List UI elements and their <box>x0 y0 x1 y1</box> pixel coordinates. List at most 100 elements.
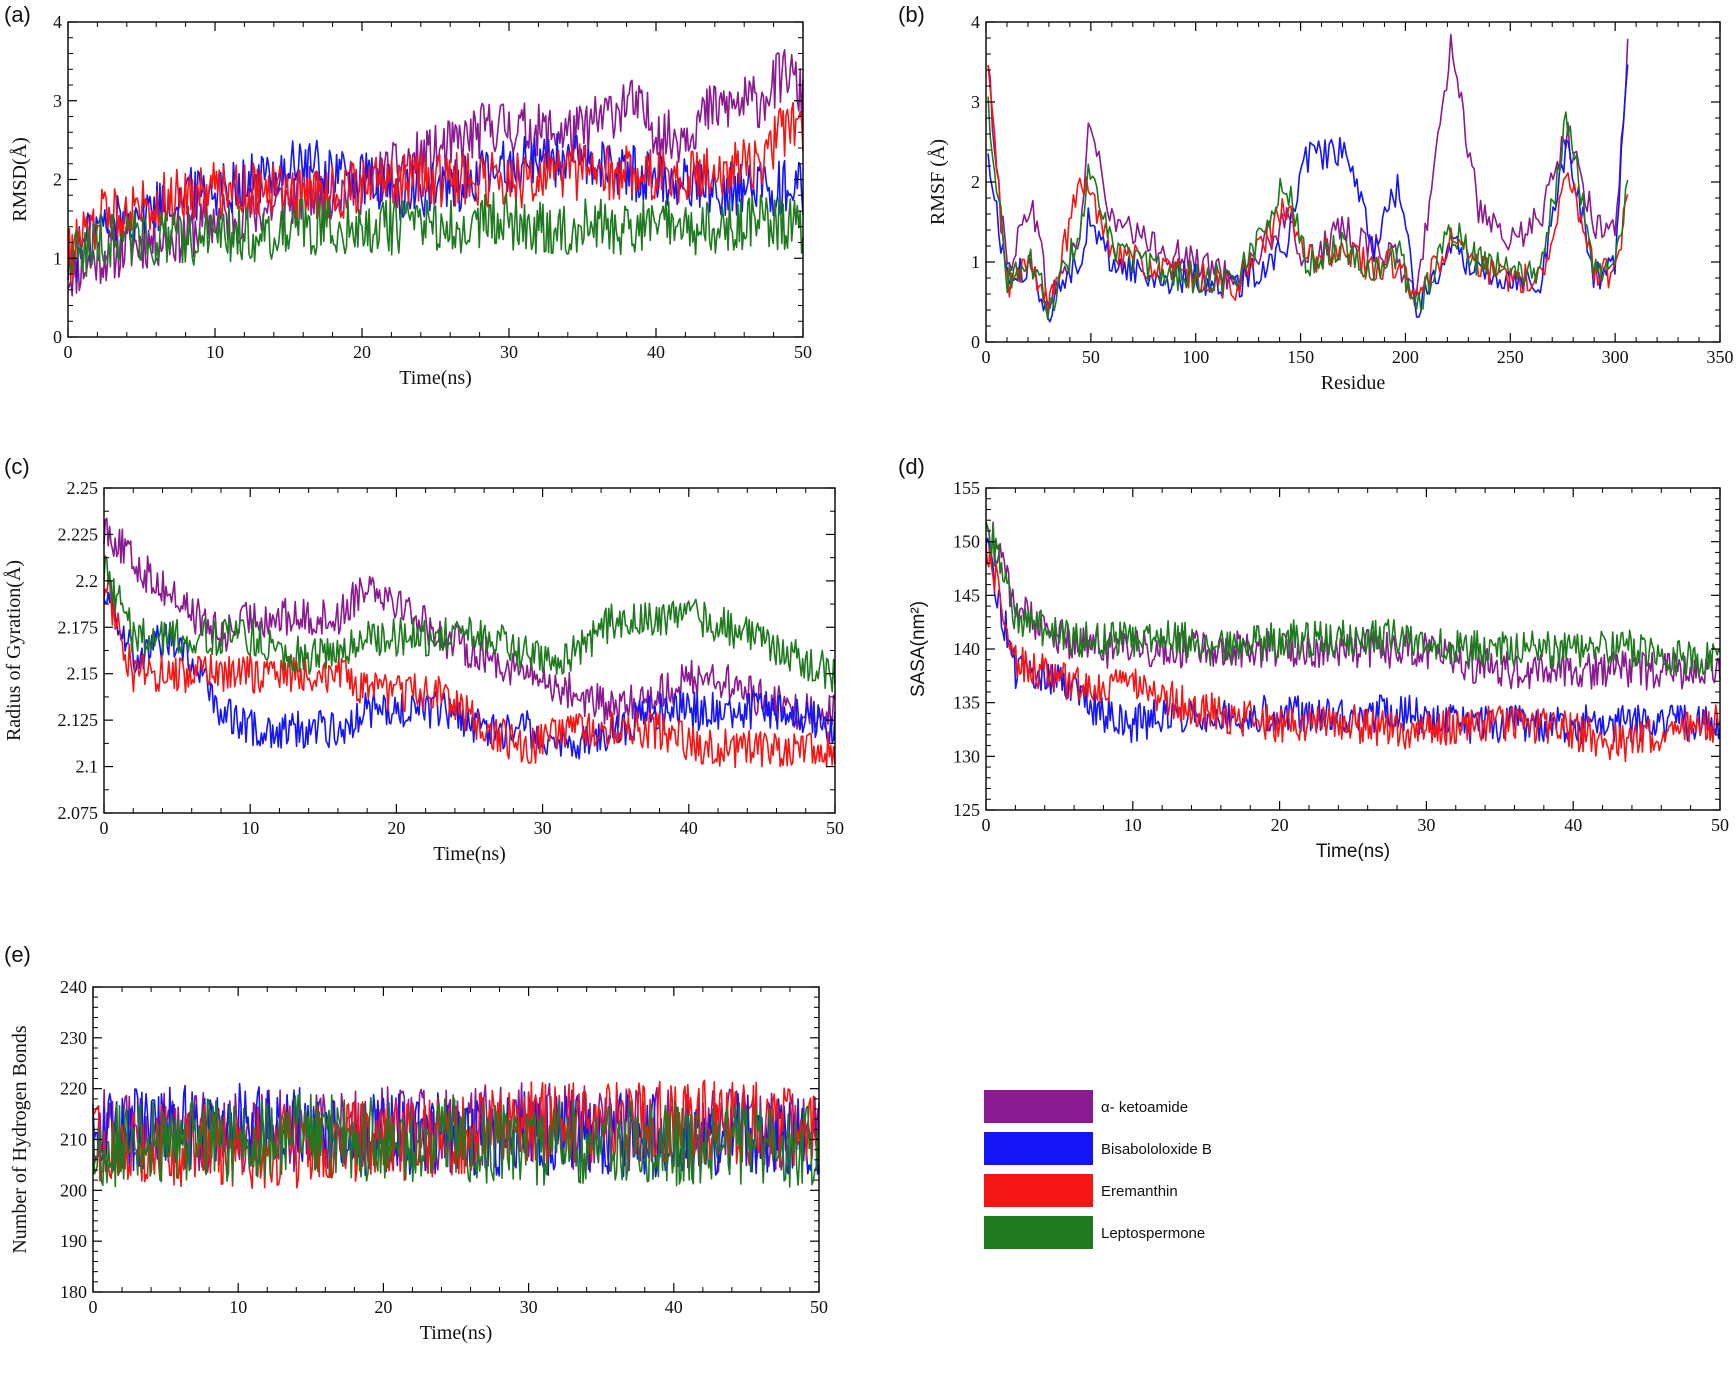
x-tick-label: 40 <box>647 342 665 362</box>
series-line-4 <box>987 96 1629 321</box>
y-axis-label: RMSD(Å) <box>9 137 31 221</box>
x-tick-label: 200 <box>1392 347 1419 367</box>
y-tick-label: 2.125 <box>58 710 99 730</box>
x-tick-label: 350 <box>1707 347 1734 367</box>
legend-swatch <box>984 1090 1093 1123</box>
series-line-1 <box>985 521 1721 691</box>
chart-panel-3: (c)0 10 20 30 40 502.0752.12.1252.152.1752.22… <box>3 454 844 865</box>
x-tick-label: 50 <box>794 342 812 362</box>
y-tick-label: 2.2 <box>76 571 99 591</box>
y-tick-label: 130 <box>953 746 980 766</box>
y-tick-label: 2.1 <box>76 757 99 777</box>
x-axis-label: Time(ns) <box>399 367 472 389</box>
series-line-4 <box>985 522 1721 678</box>
x-tick-label: 40 <box>665 1297 683 1317</box>
series-line-2 <box>67 133 804 282</box>
legend-label: α- ketoamide <box>1101 1099 1188 1116</box>
legend-label: Bisabololoxide B <box>1101 1141 1212 1158</box>
series-line-3 <box>67 101 804 283</box>
x-tick-label: 20 <box>387 818 405 838</box>
x-tick-label: 30 <box>534 818 552 838</box>
series-line-4 <box>67 192 804 278</box>
y-tick-label: 1 <box>971 252 980 272</box>
y-axis-label: RMSF (Å) <box>927 139 949 225</box>
x-tick-label: 40 <box>1564 815 1582 835</box>
x-tick-label: 30 <box>500 342 518 362</box>
y-tick-label: 150 <box>953 532 980 552</box>
panel-label: (e) <box>4 942 31 967</box>
x-tick-label: 50 <box>826 818 844 838</box>
series-line-4 <box>103 555 836 693</box>
x-tick-label: 0 <box>100 818 109 838</box>
x-tick-label: 30 <box>1417 815 1435 835</box>
y-tick-label: 230 <box>60 1028 87 1048</box>
legend-swatch <box>984 1174 1093 1207</box>
y-tick-label: 140 <box>953 639 980 659</box>
y-tick-label: 145 <box>953 585 980 605</box>
x-tick-label: 20 <box>353 342 371 362</box>
x-tick-label: 10 <box>206 342 224 362</box>
series-line-3 <box>103 579 836 769</box>
x-tick-label: 10 <box>229 1297 247 1317</box>
y-tick-label: 155 <box>953 478 980 498</box>
x-tick-label: 50 <box>810 1297 828 1317</box>
y-tick-label: 2.175 <box>58 617 99 637</box>
series-line-3 <box>985 543 1721 763</box>
x-tick-label: 0 <box>982 815 991 835</box>
y-tick-label: 220 <box>60 1079 87 1099</box>
y-tick-label: 210 <box>60 1130 87 1150</box>
series-line-1 <box>987 33 1629 310</box>
y-tick-label: 125 <box>953 800 980 820</box>
x-tick-label: 100 <box>1182 347 1209 367</box>
x-tick-label: 250 <box>1497 347 1524 367</box>
x-tick-label: 0 <box>64 342 73 362</box>
series-line-2 <box>103 581 836 760</box>
x-tick-label: 50 <box>1082 347 1100 367</box>
legend-label: Leptospermone <box>1101 1225 1205 1242</box>
panel-label: (c) <box>4 454 30 479</box>
y-tick-label: 2 <box>971 172 980 192</box>
x-tick-label: 10 <box>241 818 259 838</box>
x-tick-label: 30 <box>520 1297 538 1317</box>
series-line-2 <box>987 64 1629 323</box>
x-axis-label: Residue <box>1321 372 1386 394</box>
x-tick-label: 10 <box>1124 815 1142 835</box>
x-tick-label: 20 <box>1271 815 1289 835</box>
panel-label: (b) <box>898 2 925 27</box>
y-tick-label: 2.25 <box>67 478 99 498</box>
series-line-3 <box>987 64 1629 319</box>
y-tick-label: 240 <box>60 977 87 997</box>
legend: α- ketoamide Bisabololoxide B Eremanthin Le… <box>984 1090 1212 1249</box>
legend-swatch <box>984 1132 1093 1165</box>
legend-label: Eremanthin <box>1101 1183 1178 1200</box>
plot-frame <box>103 487 836 814</box>
legend-swatch <box>984 1216 1093 1249</box>
y-tick-label: 0 <box>53 327 62 347</box>
y-axis-label: Number of Hydrogen Bonds <box>9 1025 31 1254</box>
y-tick-label: 190 <box>60 1231 87 1251</box>
x-tick-label: 40 <box>680 818 698 838</box>
chart-panel-4: (d) 0 10 20 30 40 50 125 130 135 140 145 150 155 Time(… <box>898 454 1729 862</box>
chart-panel-2: (b) 0 50 100 150 200 250 300 350 0 1 2 3 4 Residue RMSF… <box>898 2 1734 394</box>
chart-panel-5: (e) 0 10 20 30 40 50 180 190 200 210 220 230 240 Time(… <box>4 942 828 1344</box>
y-tick-label: 2.15 <box>67 664 99 684</box>
chart-panel-1: (a) 0 10 20 30 40 50 0 1 2 3 4 Time(ns) RMSD(Å) <box>4 2 812 389</box>
x-tick-label: 20 <box>374 1297 392 1317</box>
y-tick-label: 0 <box>971 332 980 352</box>
y-tick-label: 2 <box>53 170 62 190</box>
x-tick-label: 0 <box>982 347 991 367</box>
y-tick-label: 3 <box>971 92 980 112</box>
y-tick-label: 1 <box>53 248 62 268</box>
x-tick-label: 300 <box>1602 347 1629 367</box>
y-axis-label: Radius of Gyration(Å) <box>3 560 25 741</box>
y-tick-label: 2.225 <box>58 524 99 544</box>
x-axis-label: Time(ns) <box>433 843 506 865</box>
panel-label: (d) <box>898 454 925 479</box>
x-axis-label: Time(ns) <box>1316 841 1390 862</box>
y-tick-label: 200 <box>60 1180 87 1200</box>
series-line-4 <box>92 1093 820 1188</box>
y-tick-label: 180 <box>60 1282 87 1302</box>
y-tick-label: 2.075 <box>58 803 99 823</box>
panel-label: (a) <box>4 2 31 27</box>
